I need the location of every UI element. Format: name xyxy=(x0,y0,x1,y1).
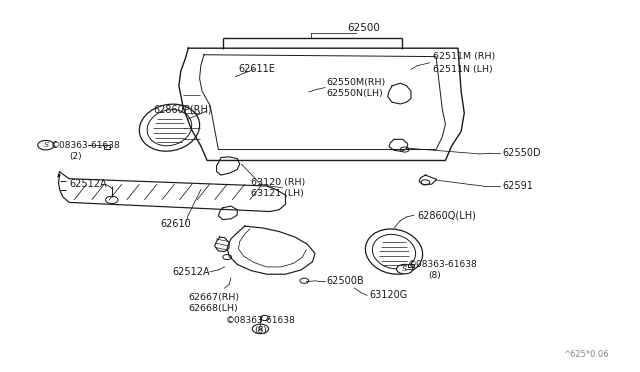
Text: 62500B: 62500B xyxy=(326,276,364,286)
Text: 62610: 62610 xyxy=(160,219,191,229)
Circle shape xyxy=(252,324,269,334)
Text: (2): (2) xyxy=(69,153,82,161)
Text: 63120 (RH): 63120 (RH) xyxy=(251,178,305,187)
Text: 62511N (LH): 62511N (LH) xyxy=(433,65,493,74)
Text: 62500: 62500 xyxy=(348,23,380,33)
Circle shape xyxy=(397,264,413,274)
Text: 62667(RH): 62667(RH) xyxy=(188,293,239,302)
Circle shape xyxy=(38,141,54,150)
Text: 62550N(LH): 62550N(LH) xyxy=(326,89,383,97)
Text: ©08363-61638: ©08363-61638 xyxy=(225,317,295,326)
Text: 62512A: 62512A xyxy=(69,179,107,189)
Text: 62550D: 62550D xyxy=(502,148,541,158)
Text: S: S xyxy=(44,141,49,149)
Text: 63120G: 63120G xyxy=(369,291,407,300)
Text: S: S xyxy=(402,265,407,273)
Text: ©08363-61638: ©08363-61638 xyxy=(51,141,120,150)
Text: 62591: 62591 xyxy=(502,181,532,191)
Bar xyxy=(104,145,110,149)
Text: (8): (8) xyxy=(254,326,267,334)
Text: 62668(LH): 62668(LH) xyxy=(188,304,238,312)
Text: ©08363-61638: ©08363-61638 xyxy=(408,260,477,269)
Bar xyxy=(408,264,414,267)
Text: S: S xyxy=(258,325,263,333)
Text: 62511M (RH): 62511M (RH) xyxy=(433,52,495,61)
Text: 62512A: 62512A xyxy=(173,267,210,277)
Text: 62860Q(LH): 62860Q(LH) xyxy=(417,210,476,220)
Text: ^625*0.06: ^625*0.06 xyxy=(563,350,609,359)
Text: 62860P(RH): 62860P(RH) xyxy=(154,105,212,115)
Text: 63121 (LH): 63121 (LH) xyxy=(251,189,304,198)
Text: 62611E: 62611E xyxy=(239,64,275,74)
Text: 62550M(RH): 62550M(RH) xyxy=(326,78,385,87)
Text: (8): (8) xyxy=(428,271,440,280)
